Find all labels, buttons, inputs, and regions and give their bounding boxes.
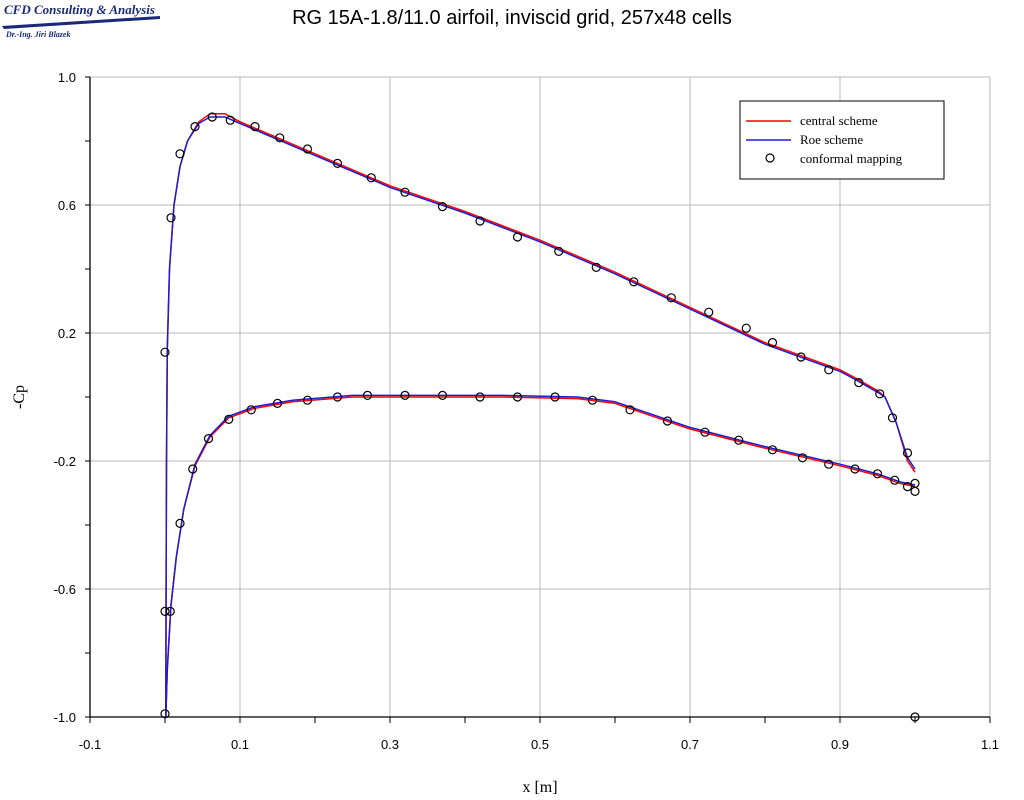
data-point-conformal-mapping (275, 133, 285, 143)
data-point-conformal-mapping (437, 390, 448, 400)
y-tick-label: 1.0 (58, 70, 76, 85)
x-tick-label: 0.7 (681, 737, 699, 752)
data-point-conformal-mapping (190, 121, 200, 132)
data-point-conformal-mapping (734, 435, 744, 445)
data-point-conformal-mapping (797, 453, 808, 463)
data-point-conformal-mapping (332, 392, 343, 402)
data-point-conformal-mapping (437, 202, 448, 212)
x-tick-label: 0.3 (381, 737, 399, 752)
data-point-conformal-mapping (796, 352, 806, 362)
data-point-conformal-mapping (512, 392, 523, 402)
series-line-roe-scheme-upper (165, 116, 916, 718)
series-line-roe-scheme-lower (165, 394, 916, 718)
data-point-conformal-mapping (366, 173, 376, 183)
data-point-conformal-mapping (272, 398, 283, 408)
data-point-conformal-mapping (704, 307, 714, 317)
data-point-conformal-mapping (910, 486, 920, 496)
data-point-conformal-mapping (741, 323, 751, 333)
legend-label-central: central scheme (800, 113, 878, 128)
data-point-conformal-mapping (890, 475, 900, 485)
data-point-conformal-mapping (166, 213, 176, 223)
data-point-conformal-mapping (207, 112, 217, 122)
data-point-conformal-mapping (224, 414, 234, 424)
data-point-conformal-mapping (475, 392, 485, 402)
data-point-conformal-mapping (302, 395, 313, 405)
data-point-conformal-mapping (554, 246, 564, 256)
logo-company-name: CFD Consulting & Analysis (4, 2, 155, 17)
data-point-conformal-mapping (887, 413, 898, 423)
data-point-conformal-mapping (854, 378, 864, 388)
data-point-conformal-mapping (475, 216, 485, 226)
logo-author: Dr.-Ing. Jiri Blazek (6, 30, 71, 39)
data-point-conformal-mapping (302, 144, 313, 154)
x-tick-label: 1.1 (981, 737, 999, 752)
data-point-conformal-mapping (850, 464, 860, 474)
data-point-conformal-mapping (203, 434, 214, 444)
data-point-conformal-mapping (902, 448, 913, 458)
legend: central scheme Roe scheme conformal mapp… (739, 100, 945, 180)
chart-title: RG 15A-1.8/11.0 airfoil, inviscid grid, … (292, 7, 732, 29)
data-point-conformal-mapping (824, 459, 834, 469)
data-point-conformal-mapping (629, 277, 639, 287)
x-tick-label: -0.1 (79, 737, 101, 752)
data-point-conformal-mapping (700, 427, 710, 437)
logo-swoosh (2, 16, 160, 29)
y-tick-label: -1.0 (54, 710, 76, 725)
y-tick-label: 0.2 (58, 326, 76, 341)
data-point-conformal-mapping (625, 405, 635, 415)
data-point-conformal-mapping (362, 390, 373, 400)
y-tick-label: 0.6 (58, 198, 76, 213)
y-tick-label: -0.2 (54, 454, 76, 469)
legend-label-conformal: conformal mapping (800, 151, 903, 166)
data-point-conformal-mapping (160, 347, 170, 357)
data-point-conformal-mapping (824, 365, 834, 375)
data-point-conformal-mapping (910, 712, 920, 722)
data-point-conformal-mapping (902, 482, 913, 492)
data-point-conformal-mapping (332, 158, 343, 168)
data-point-conformal-mapping (767, 445, 778, 455)
data-point-conformal-mapping (160, 606, 170, 617)
data-point-conformal-mapping (875, 389, 885, 399)
y-axis-label: -Cp (11, 385, 28, 409)
data-point-conformal-mapping (767, 338, 778, 348)
data-point-conformal-mapping (550, 392, 560, 402)
legend-swatch-conformal (765, 153, 775, 163)
data-point-conformal-mapping (662, 416, 673, 426)
data-point-conformal-mapping (250, 121, 260, 132)
data-point-conformal-mapping (188, 464, 198, 474)
data-point-conformal-mapping (160, 709, 170, 719)
data-point-conformal-mapping (225, 115, 235, 125)
x-tick-label: 0.9 (831, 737, 849, 752)
data-point-conformal-mapping (587, 395, 598, 405)
y-tick-label: -0.6 (54, 582, 76, 597)
x-axis-label: x [m] (522, 779, 557, 796)
data-point-conformal-mapping (175, 149, 185, 159)
data-point-conformal-mapping (591, 262, 601, 272)
data-point-conformal-mapping (246, 405, 256, 415)
legend-label-roe: Roe scheme (800, 132, 863, 147)
data-point-conformal-mapping (175, 518, 185, 529)
data-point-conformal-mapping (400, 390, 410, 400)
x-tick-label: 0.1 (231, 737, 249, 752)
x-tick-label: 0.5 (531, 737, 549, 752)
data-point-conformal-mapping (512, 232, 523, 242)
data-point-conformal-mapping (872, 469, 883, 479)
data-point-conformal-mapping (165, 606, 175, 617)
data-point-conformal-mapping (400, 187, 410, 197)
data-point-conformal-mapping (666, 293, 676, 303)
company-logo: CFD Consulting & Analysis Dr.-Ing. Jiri … (2, 2, 160, 42)
